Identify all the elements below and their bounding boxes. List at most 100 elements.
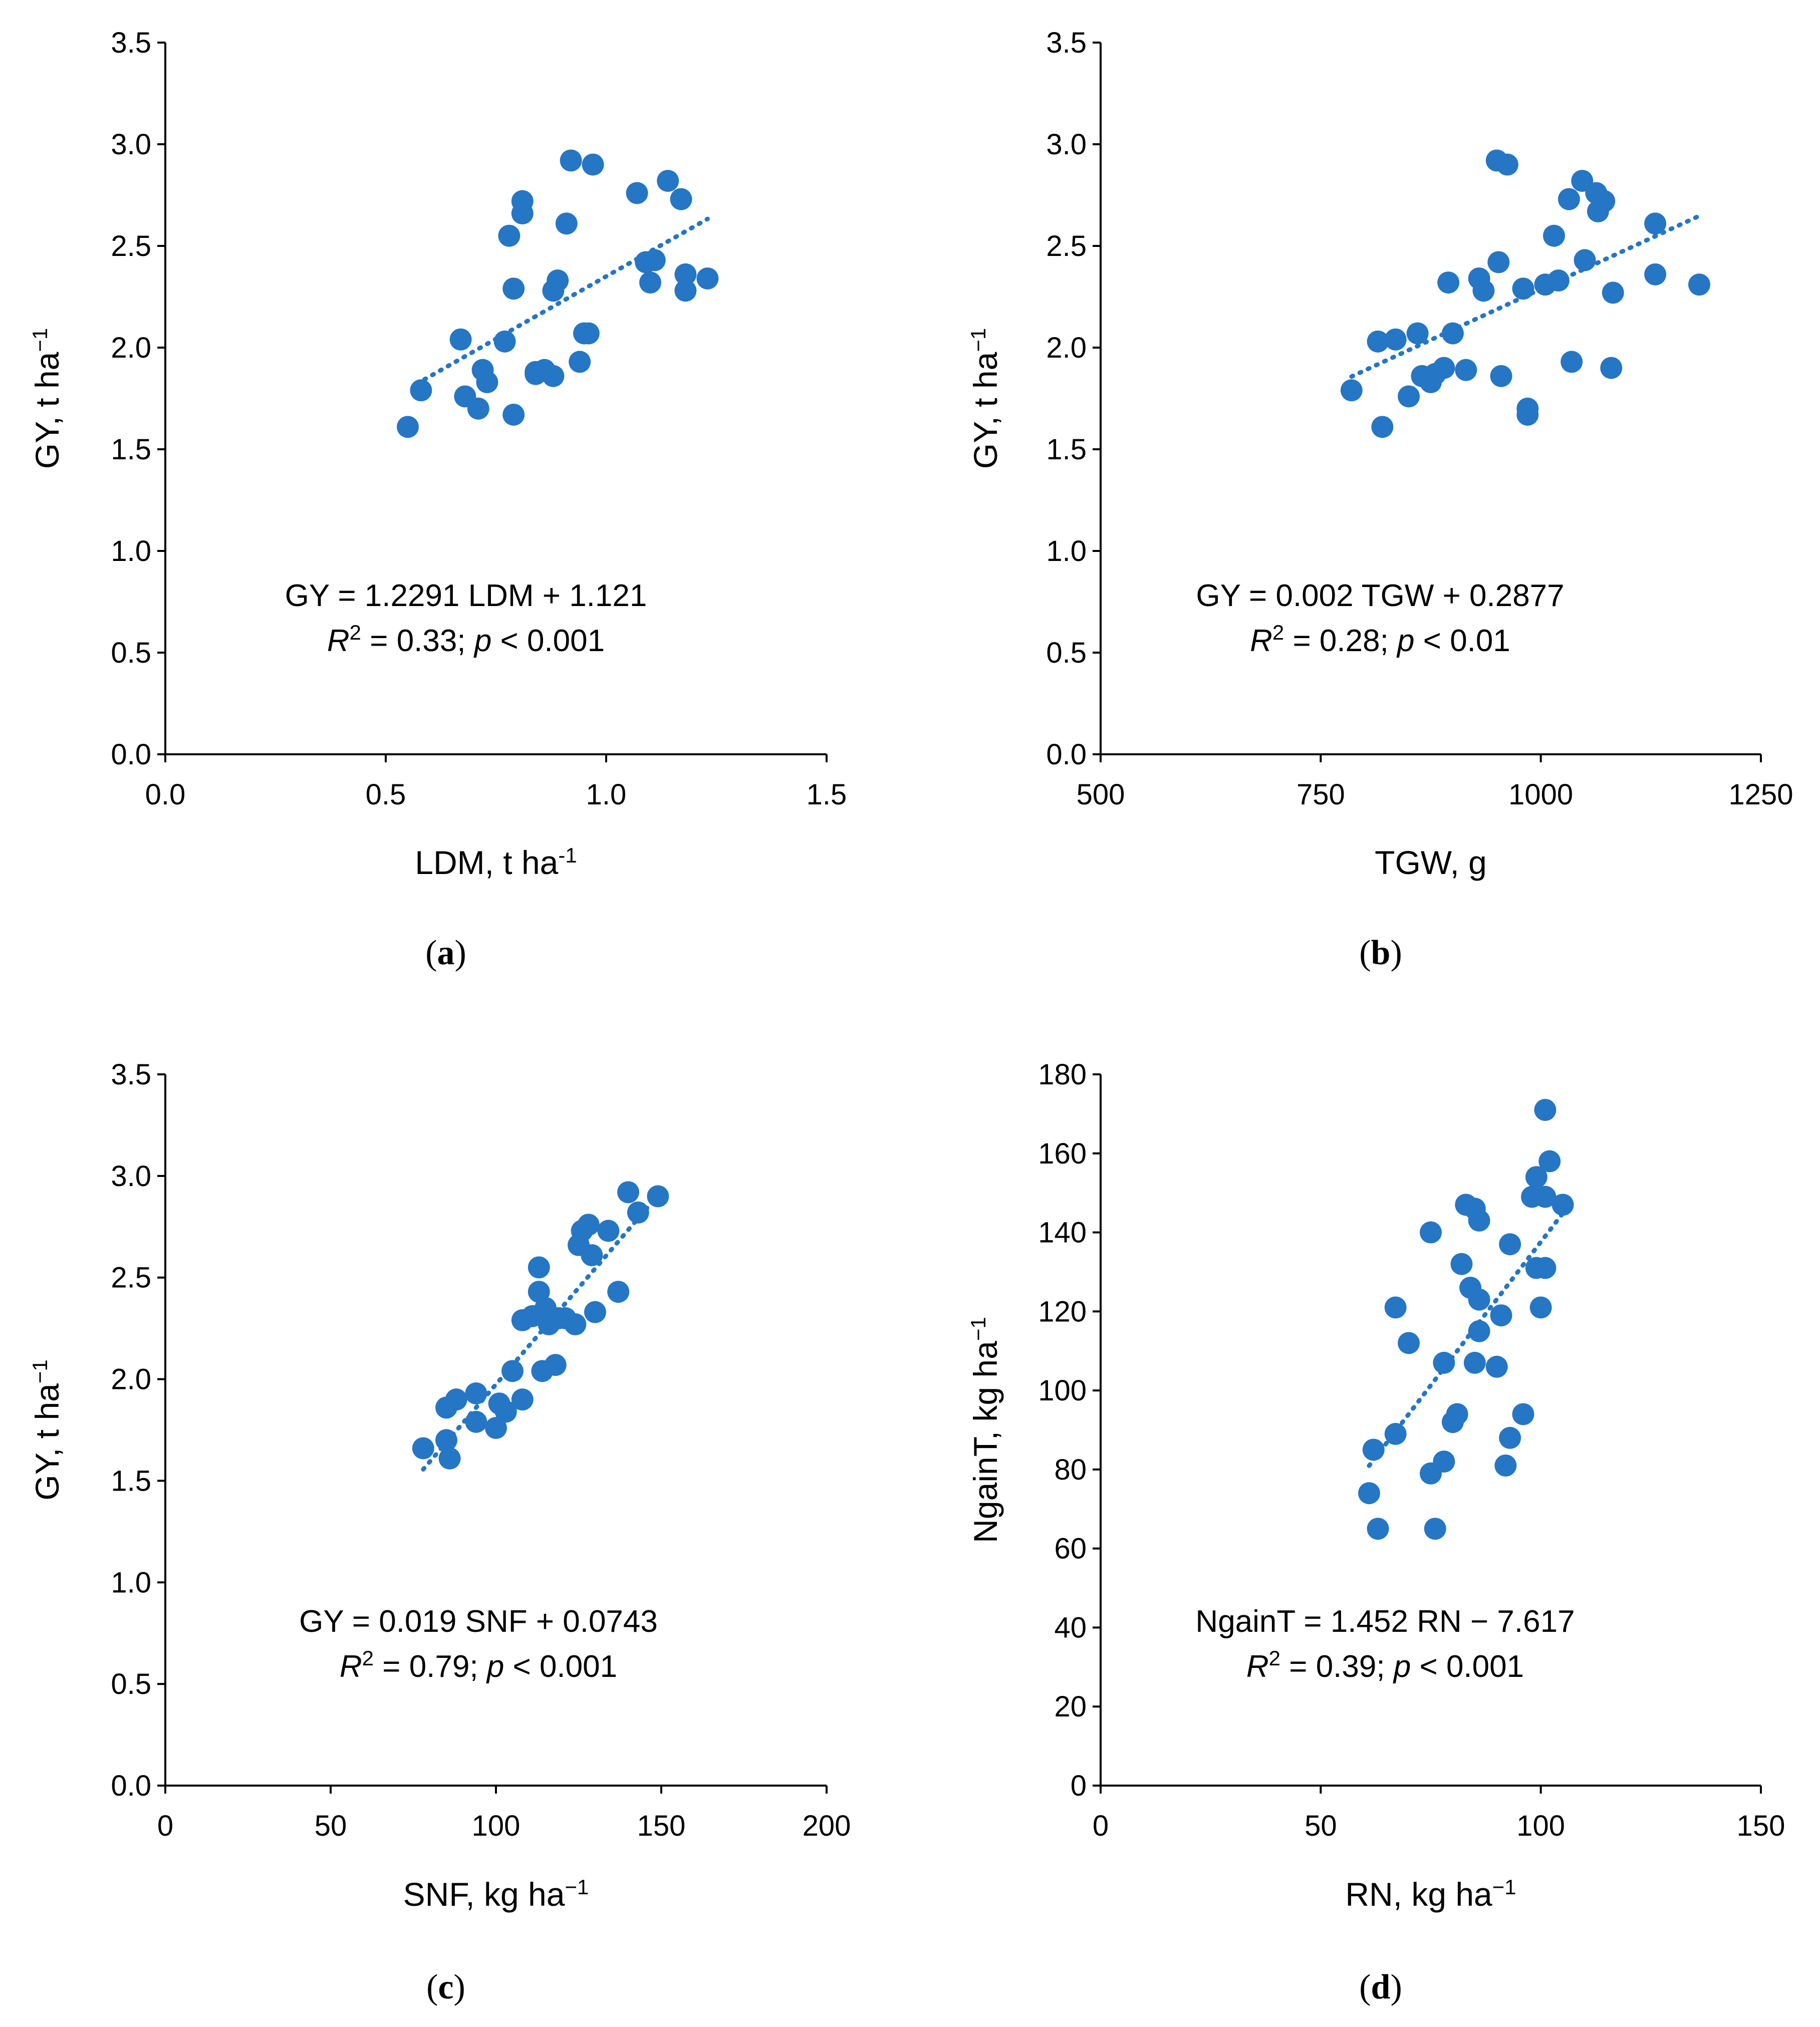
data-point bbox=[1534, 1099, 1556, 1121]
data-point bbox=[449, 328, 472, 351]
y-tick-label: 2.5 bbox=[111, 230, 151, 262]
data-point bbox=[577, 1214, 600, 1236]
data-point bbox=[1441, 322, 1464, 345]
data-point bbox=[626, 182, 648, 204]
data-point bbox=[397, 416, 419, 438]
y-tick-label: 1.0 bbox=[1046, 535, 1087, 567]
data-point bbox=[410, 379, 432, 402]
data-point bbox=[1525, 1166, 1547, 1189]
data-point bbox=[647, 1185, 669, 1208]
y-tick-label: 0.5 bbox=[111, 1668, 151, 1700]
y-tick-label: 3.5 bbox=[111, 1058, 151, 1091]
data-point bbox=[1494, 1455, 1517, 1477]
trendline bbox=[1367, 1211, 1566, 1468]
y-tick-label: 120 bbox=[1038, 1295, 1087, 1328]
y-tick-label: 2.0 bbox=[111, 1363, 151, 1396]
data-point bbox=[445, 1388, 467, 1411]
y-tick-label: 2.0 bbox=[111, 332, 151, 364]
x-axis-ticks: 0.0 0.5 1.0 1.5 bbox=[145, 754, 847, 811]
x-tick-label: 0 bbox=[1093, 1810, 1109, 1842]
data-point bbox=[502, 277, 525, 300]
y-axis-ticks: 0.0 0.5 1.0 1.5 2.0 2.5 3.0 3.5 bbox=[111, 27, 165, 771]
y-tick-label: 1.5 bbox=[111, 433, 151, 466]
data-point bbox=[1602, 281, 1624, 304]
panel-label: (a) bbox=[425, 934, 466, 972]
data-point bbox=[511, 1388, 534, 1411]
y-tick-label: 140 bbox=[1038, 1217, 1087, 1249]
y-tick-label: 1.5 bbox=[111, 1465, 151, 1497]
data-point bbox=[498, 224, 521, 247]
data-point bbox=[1420, 1221, 1442, 1244]
data-points bbox=[1358, 1099, 1574, 1540]
data-point bbox=[1547, 269, 1570, 292]
data-point bbox=[1468, 1288, 1490, 1311]
data-point bbox=[1455, 359, 1477, 381]
data-point bbox=[670, 188, 692, 210]
data-point bbox=[617, 1181, 639, 1204]
data-point bbox=[1367, 1518, 1389, 1540]
data-point bbox=[1472, 279, 1495, 302]
data-point bbox=[544, 1354, 567, 1376]
x-tick-label: 1.5 bbox=[807, 778, 847, 811]
panel-label: (c) bbox=[426, 1968, 465, 2006]
data-point bbox=[1490, 1304, 1512, 1327]
data-point bbox=[1551, 1194, 1574, 1216]
y-tick-label: 180 bbox=[1038, 1058, 1087, 1091]
y-tick-label: 1.5 bbox=[1046, 433, 1087, 466]
y-tick-label: 3.5 bbox=[111, 27, 151, 59]
x-tick-label: 150 bbox=[1737, 1810, 1785, 1842]
x-tick-label: 50 bbox=[1305, 1810, 1337, 1842]
x-tick-label: 100 bbox=[1516, 1810, 1565, 1842]
data-point bbox=[465, 1382, 487, 1404]
data-point bbox=[1512, 1403, 1534, 1425]
data-point bbox=[1362, 1438, 1385, 1461]
y-axis-ticks: 0.0 0.5 1.0 1.5 2.0 2.5 3.0 3.5 bbox=[1046, 27, 1101, 771]
y-tick-label: 1.0 bbox=[111, 1566, 151, 1599]
data-point bbox=[1499, 1426, 1521, 1449]
data-point bbox=[555, 212, 578, 235]
x-tick-label: 1.0 bbox=[586, 778, 627, 811]
data-point bbox=[1367, 330, 1389, 353]
regression-stats: R2 = 0.39; p < 0.001 bbox=[1246, 1646, 1524, 1684]
data-point bbox=[1463, 1351, 1486, 1374]
data-point bbox=[1384, 1422, 1407, 1445]
data-point bbox=[1593, 190, 1616, 212]
data-point bbox=[1487, 251, 1510, 273]
data-point bbox=[674, 263, 697, 285]
data-point bbox=[1600, 357, 1623, 379]
data-points bbox=[412, 1181, 669, 1470]
y-tick-label: 1.0 bbox=[111, 535, 151, 567]
y-tick-label: 160 bbox=[1038, 1137, 1087, 1170]
data-point bbox=[1499, 1233, 1521, 1256]
trendline bbox=[421, 1193, 660, 1472]
panel-d: 0 20 40 60 80 100 120 140 160 180 0 50 100 150 RN, k… bbox=[966, 1058, 1785, 2006]
data-point bbox=[1574, 249, 1596, 271]
y-tick-label: 0.0 bbox=[111, 738, 151, 771]
data-point bbox=[1512, 277, 1534, 300]
data-point bbox=[657, 170, 679, 192]
x-axis-ticks: 500 750 1000 1250 bbox=[1077, 754, 1793, 811]
data-point bbox=[1490, 365, 1512, 387]
x-tick-label: 750 bbox=[1296, 778, 1345, 811]
y-tick-label: 80 bbox=[1054, 1454, 1087, 1486]
data-point bbox=[476, 371, 498, 394]
y-tick-label: 0 bbox=[1071, 1770, 1087, 1802]
data-point bbox=[1358, 1482, 1380, 1505]
x-tick-label: 0.0 bbox=[145, 778, 186, 811]
y-tick-label: 0.0 bbox=[111, 1770, 151, 1802]
data-point bbox=[467, 397, 489, 420]
y-axis-title: NgainT, kg ha−1 bbox=[966, 1317, 1004, 1543]
data-point bbox=[1384, 1296, 1407, 1319]
y-tick-label: 3.0 bbox=[1046, 128, 1087, 161]
data-point bbox=[560, 149, 582, 172]
data-point bbox=[573, 322, 595, 345]
panel-c: 0.0 0.5 1.0 1.5 2.0 2.5 3.0 3.5 0 50 100 150 200 SN… bbox=[28, 1058, 851, 2006]
y-tick-label: 3.5 bbox=[1046, 27, 1087, 59]
y-tick-label: 3.0 bbox=[111, 128, 151, 161]
data-point bbox=[627, 1201, 649, 1224]
data-point bbox=[1644, 212, 1667, 235]
data-point bbox=[1424, 1518, 1446, 1540]
data-point bbox=[607, 1281, 630, 1303]
x-tick-label: 0.5 bbox=[366, 778, 406, 811]
